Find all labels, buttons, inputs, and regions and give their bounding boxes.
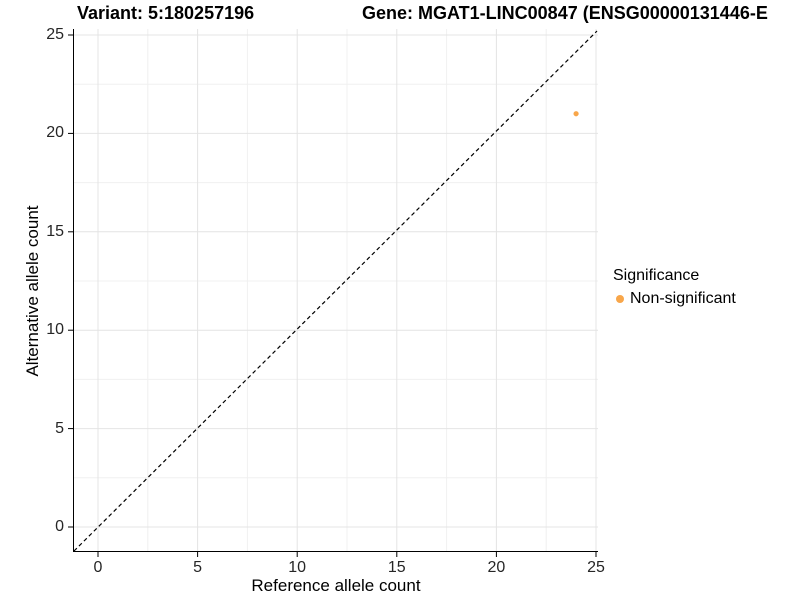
y-tick-label: 5 (55, 419, 64, 437)
x-tick-label: 0 (93, 559, 103, 576)
legend-point-icon (616, 295, 624, 303)
x-tick-label: 15 (387, 559, 406, 576)
legend: Significance Non-significant (613, 267, 736, 308)
y-tick-label: 25 (46, 26, 64, 43)
legend-item-label: Non-significant (630, 290, 736, 307)
x-axis-title: Reference allele count (251, 576, 421, 595)
x-tick-label: 25 (587, 559, 605, 576)
x-tick-label: 10 (288, 559, 307, 576)
x-tick-label: 5 (193, 559, 203, 576)
plot-title-variant: Variant: 5:180257196 (77, 3, 255, 23)
identity-dashed-line (73, 30, 598, 552)
plot-title-gene: Gene: MGAT1-LINC00847 (ENSG00000131446-E (362, 3, 768, 23)
data-point (573, 111, 579, 117)
y-axis-title: Alternative allele count (23, 205, 42, 377)
legend-title: Significance (613, 267, 700, 284)
y-tick-label: 15 (46, 222, 64, 240)
legend-item-non-significant: Non-significant (613, 290, 736, 308)
x-tick-label: 20 (487, 559, 506, 576)
y-tick-label: 10 (46, 321, 64, 339)
y-tick-label: 0 (55, 518, 64, 535)
y-tick-label: 20 (46, 124, 64, 142)
